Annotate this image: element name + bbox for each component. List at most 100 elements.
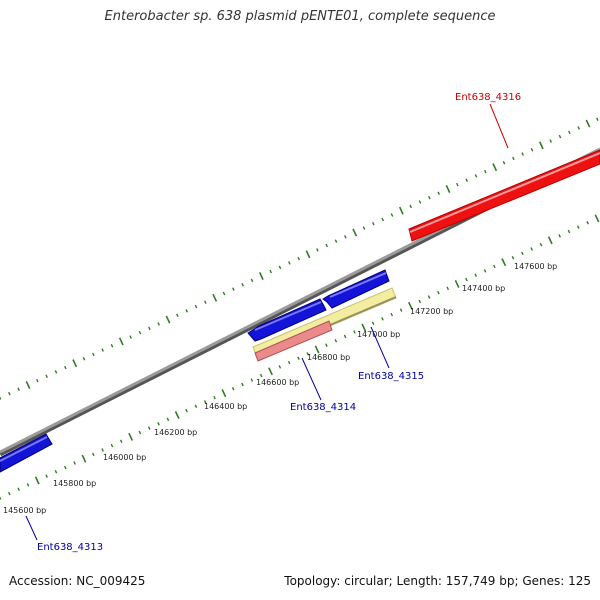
outer-track-major-tick (72, 359, 78, 368)
outer-track-minor-tick (297, 256, 301, 261)
outer-track-minor-tick (148, 326, 151, 331)
inner-track-minor-tick (325, 343, 328, 347)
inner-track-minor-tick (465, 277, 468, 282)
outer-track-minor-tick (381, 217, 385, 222)
scale-label-147600: 147600 bp (514, 262, 557, 271)
outer-track-minor-tick (558, 134, 562, 139)
inner-track-minor-tick (371, 321, 375, 326)
scale-label-146400: 146400 bp (204, 402, 247, 411)
inner-track-major-tick (34, 476, 40, 485)
outer-track-minor-tick (8, 391, 11, 396)
outer-track-major-tick (258, 272, 264, 281)
outer-track-minor-tick (241, 282, 245, 287)
outer-track-major-tick (585, 119, 591, 128)
outer-track-minor-tick (36, 378, 39, 383)
inner-track-minor-tick (381, 317, 384, 321)
inner-track-minor-tick (259, 373, 263, 378)
outer-track-minor-tick (0, 396, 2, 400)
outer-track-minor-tick (502, 160, 506, 165)
inner-track-minor-tick (138, 430, 142, 435)
inner-track-minor-tick (0, 496, 2, 500)
outer-track-minor-tick (204, 300, 207, 304)
outer-track-minor-tick (222, 291, 226, 296)
inner-track-minor-tick (353, 330, 356, 334)
outer-track-major-tick (25, 380, 31, 389)
outer-track-minor-tick (157, 322, 160, 326)
scale-label-146600: 146600 bp (256, 378, 299, 387)
scale-label-147000: 147000 bp (357, 330, 400, 339)
outer-track-major-tick (538, 141, 544, 150)
inner-track-minor-tick (73, 461, 76, 465)
inner-track-minor-tick (185, 408, 188, 413)
outer-track-minor-tick (45, 374, 48, 378)
inner-track-major-tick (407, 301, 413, 310)
label-ent638-4314[interactable]: Ent638_4314 (290, 402, 356, 413)
inner-track-major-tick (594, 214, 600, 223)
inner-track-minor-tick (427, 295, 431, 299)
scale-label-145800: 145800 bp (53, 479, 96, 488)
inner-track-major-tick (501, 258, 507, 267)
inner-track-major-tick (128, 432, 134, 441)
outer-track-minor-tick (288, 261, 291, 265)
inner-tick-track (0, 214, 600, 500)
outer-track-minor-tick (110, 343, 114, 348)
inner-track-major-tick (81, 454, 87, 463)
scale-label-146200: 146200 bp (154, 428, 197, 437)
outer-track-minor-tick (456, 182, 459, 187)
gene-ent638-4313[interactable] (0, 433, 53, 473)
inner-track-minor-tick (147, 426, 151, 430)
label-ent638-4313[interactable]: Ent638_4313 (37, 542, 103, 553)
inner-track-major-tick (268, 367, 273, 376)
outer-track-major-tick (352, 228, 358, 237)
accession-text: Accession: NC_009425 (9, 574, 146, 588)
outer-track-minor-tick (568, 130, 571, 135)
gene-ent638-4314[interactable] (247, 298, 327, 342)
outer-track-minor-tick (390, 213, 394, 217)
outer-track-minor-tick (194, 304, 198, 309)
outer-track-major-tick (118, 337, 124, 346)
outer-track-minor-tick (521, 152, 525, 156)
outer-track-minor-tick (512, 156, 515, 161)
leader-ent638-4316 (489, 103, 509, 149)
gene-ent638-4316[interactable] (408, 149, 600, 242)
inner-track-minor-tick (26, 483, 30, 487)
inner-track-minor-tick (287, 360, 291, 365)
outer-track-minor-tick (344, 235, 347, 239)
outer-track-minor-tick (474, 174, 478, 178)
leader-ent638-4315 (370, 326, 390, 369)
outer-track-minor-tick (577, 126, 581, 130)
outer-tick-track (0, 117, 599, 400)
inner-track-minor-tick (91, 452, 95, 457)
inner-track-minor-tick (437, 290, 440, 295)
inner-track-minor-tick (558, 234, 561, 238)
summary-text: Topology: circular; Length: 157,749 bp; … (284, 574, 591, 588)
gene-ent638-4315[interactable] (322, 269, 390, 309)
inner-track-minor-tick (567, 229, 571, 234)
outer-track-minor-tick (362, 226, 366, 230)
outer-track-minor-tick (176, 313, 179, 317)
outer-track-minor-tick (92, 352, 95, 357)
inner-track-minor-tick (203, 400, 207, 404)
inner-track-minor-tick (334, 338, 338, 343)
map-title: Enterobacter sp. 638 plasmid pENTE01, co… (104, 9, 496, 24)
outer-track-minor-tick (596, 117, 599, 121)
outer-track-minor-tick (17, 387, 20, 391)
inner-track-minor-tick (45, 474, 48, 478)
outer-track-minor-tick (428, 195, 431, 200)
inner-track-minor-tick (493, 264, 496, 269)
outer-track-minor-tick (465, 178, 469, 183)
scale-label-147200: 147200 bp (410, 307, 453, 316)
inner-track-minor-tick (241, 382, 244, 387)
label-ent638-4316[interactable]: Ent638_4316 (455, 92, 521, 103)
outer-track-minor-tick (484, 169, 487, 174)
inner-track-minor-tick (390, 312, 394, 317)
inner-track-major-tick (454, 279, 460, 288)
outer-track-minor-tick (549, 139, 553, 143)
feature-pink-band[interactable] (254, 320, 333, 362)
outer-track-minor-tick (269, 269, 273, 274)
label-ent638-4315[interactable]: Ent638_4315 (358, 371, 424, 382)
scale-label-146800: 146800 bp (307, 353, 350, 362)
inner-track-minor-tick (530, 247, 534, 251)
outer-track-minor-tick (334, 239, 338, 243)
outer-track-minor-tick (138, 330, 142, 335)
